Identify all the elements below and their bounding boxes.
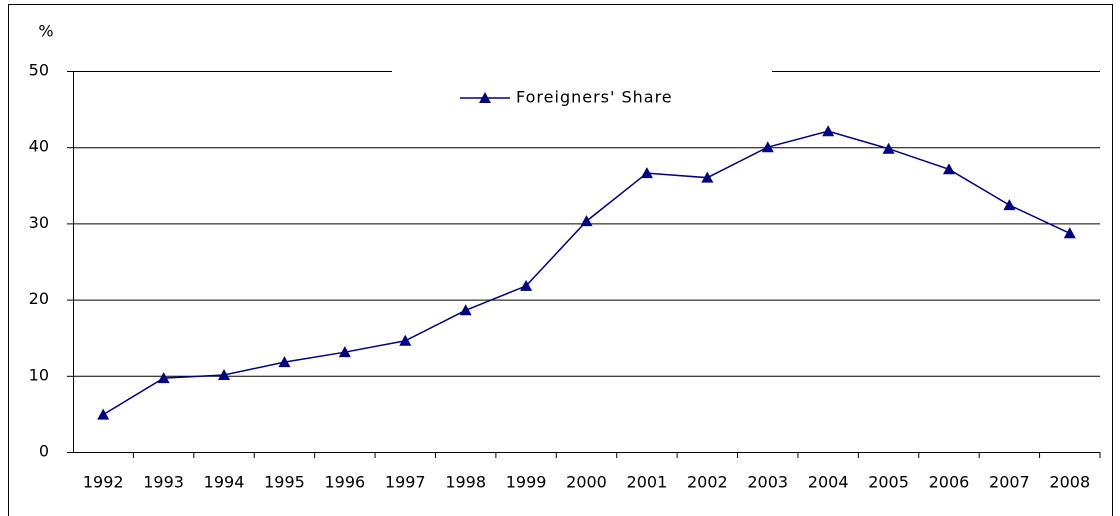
x-tick-label: 1992 [83,473,124,492]
x-tick-label: 1993 [143,473,184,492]
y-axis-label: % [38,22,53,41]
marker [701,171,714,183]
x-tick-label: 1997 [385,473,426,492]
marker [942,163,955,175]
x-tick-label: 2007 [989,473,1030,492]
x-tick-label: 2003 [747,473,788,492]
marker [761,141,774,153]
x-tick-label: 2001 [627,473,668,492]
y-tick-label: 40 [29,137,49,156]
marker [459,304,472,316]
marker [97,408,110,420]
marker [822,125,835,137]
y-tick-label: 30 [29,213,49,232]
legend-marker [479,92,491,103]
x-tick-label: 2004 [808,473,849,492]
marker [399,334,412,346]
frame [8,4,1113,516]
y-tick-label: 0 [39,442,49,461]
series-line [102,130,1071,416]
marker [157,372,170,384]
marker [580,215,593,227]
marker [218,369,231,381]
y-tick-label: 50 [29,61,49,80]
y-tick-label: 10 [29,365,49,384]
marker [1003,199,1016,211]
x-tick-label: 1994 [204,473,245,492]
x-tick-label: 2002 [687,473,728,492]
marker [520,279,533,291]
x-tick-label: 2000 [566,473,607,492]
marker [278,356,291,368]
marker [882,142,895,154]
marker [1063,227,1076,239]
x-tick-label: 1998 [445,473,486,492]
marker [338,346,351,358]
x-tick-label: 1995 [264,473,305,492]
x-tick-label: 2006 [929,473,970,492]
x-tick-label: 2005 [868,473,909,492]
x-tick-label: 2008 [1049,473,1090,492]
legend-bg [392,70,772,110]
y-tick-label: 20 [29,289,49,308]
marker [640,167,653,179]
x-tick-label: 1996 [324,473,365,492]
legend-label: Foreigners' Share [516,88,673,107]
x-tick-label: 1999 [506,473,547,492]
